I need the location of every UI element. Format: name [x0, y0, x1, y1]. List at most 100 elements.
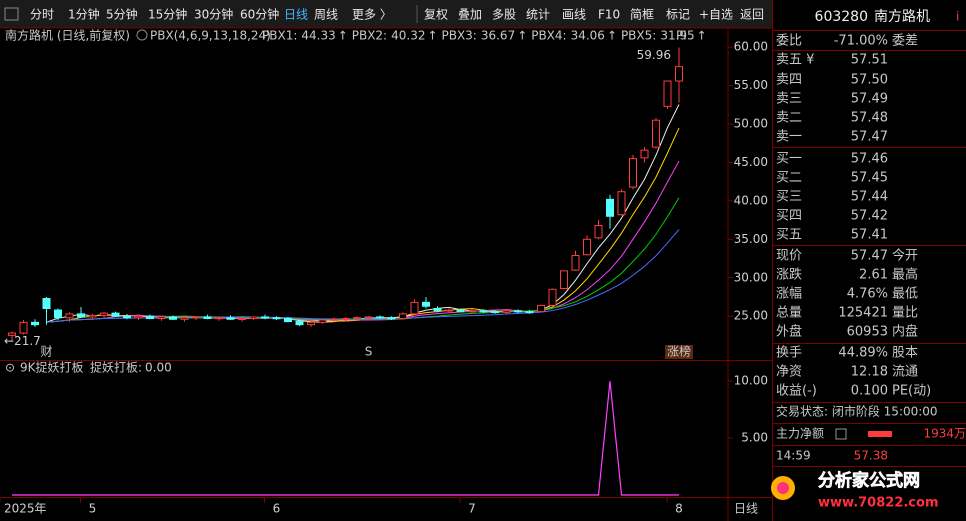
candle-body	[341, 318, 350, 320]
row-label-2: 最高	[892, 267, 918, 283]
toolbar-button[interactable]: 统计	[526, 8, 550, 22]
legend-arrow: ↑	[338, 29, 348, 43]
candle-body	[65, 313, 74, 319]
toolbar-button[interactable]: 返回	[740, 8, 764, 22]
candle-body	[249, 316, 258, 319]
row-label: 买二	[776, 171, 802, 186]
candle-body	[157, 316, 166, 319]
row-value: 57.48	[851, 111, 888, 126]
toolbar	[0, 0, 772, 28]
candle-body	[652, 119, 660, 148]
event-marker[interactable]: S	[365, 345, 373, 359]
candle-body	[445, 309, 453, 312]
toolbar-button[interactable]: 标记	[666, 8, 690, 22]
toolbar-button[interactable]: 60分钟	[240, 7, 279, 22]
row-label: 买三	[776, 190, 802, 205]
row-value: 125421	[838, 306, 888, 321]
row-value: 44.89%	[838, 346, 888, 361]
toolbar-button[interactable]: 5分钟	[106, 7, 138, 22]
toolbar-button[interactable]: F10	[598, 8, 620, 22]
net-bar	[868, 431, 892, 437]
candle-body	[433, 308, 442, 312]
row-label: 收益(-)	[776, 384, 817, 399]
legend-value: 44.33	[301, 29, 335, 43]
indicator-name: 捉妖打板:	[90, 360, 142, 375]
settings-icon[interactable]	[136, 29, 148, 41]
candle-body	[192, 316, 200, 319]
candle-body	[399, 313, 407, 319]
row-label: 涨幅	[776, 287, 802, 302]
menu-icon[interactable]	[4, 7, 19, 21]
candle-body	[617, 191, 626, 216]
watermark: 分析家公式网 www.70822.com	[771, 470, 939, 511]
toolbar-button[interactable]: 复权	[424, 8, 448, 22]
toolbar-button[interactable]: 1分钟	[68, 7, 100, 22]
indicator-line	[12, 380, 679, 496]
candle-body	[295, 321, 304, 326]
candle-body	[123, 315, 131, 319]
legend-value: 31.95	[660, 29, 694, 43]
candle-body	[502, 310, 511, 313]
indicator-arrow[interactable]: ⊙	[5, 361, 15, 375]
legend-more: PI	[676, 29, 687, 43]
y-tick-label: 40.00	[734, 193, 768, 207]
event-marker[interactable]: 涨榜	[667, 344, 691, 359]
legend-value: 36.67	[481, 29, 515, 43]
toolbar-button[interactable]: 叠加	[458, 8, 482, 22]
toolbar-button[interactable]: 简框	[630, 8, 654, 22]
y-tick-label: 55.00	[734, 78, 768, 92]
row-label: 买四	[776, 209, 802, 224]
candle-body	[100, 312, 108, 316]
toolbar-button[interactable]: 周线	[314, 8, 338, 22]
row-label-2: 今开	[892, 248, 918, 264]
y-tick-label: 10.00	[734, 374, 768, 388]
row-value: 57.46	[851, 152, 888, 167]
toolbar-button[interactable]: 更多 〉	[352, 8, 392, 22]
candle-body	[364, 316, 373, 319]
logo-center	[777, 482, 789, 494]
tick-price: 57.38	[854, 449, 888, 463]
candle-body	[583, 238, 591, 256]
high-label: 59.96	[637, 48, 671, 62]
indicator-value: 0.00	[145, 361, 172, 375]
legend-arrow: ↑	[427, 29, 437, 43]
candle-body	[215, 317, 223, 320]
toolbar-button[interactable]: 日线	[284, 8, 308, 22]
row-label: 外盘	[776, 324, 802, 340]
toolbar-button[interactable]: 30分钟	[194, 7, 233, 22]
candle-body	[169, 316, 177, 320]
row-label: 买一	[776, 152, 802, 167]
row-label: 卖五 ¥	[776, 53, 814, 68]
toolbar-button[interactable]: 画线	[562, 8, 586, 22]
row-label: 换手	[776, 346, 802, 361]
candle-body	[77, 313, 85, 318]
candle-body	[54, 309, 62, 319]
net-value: 1934万	[923, 427, 966, 441]
candle-body	[548, 288, 557, 306]
low-label: ←21.7	[4, 334, 41, 348]
toolbar-button[interactable]: 多股	[492, 8, 516, 22]
row-value: 57.50	[851, 73, 888, 88]
event-marker[interactable]: 财	[40, 345, 52, 359]
candle-body	[307, 321, 315, 326]
net-icon[interactable]	[835, 428, 847, 440]
toolbar-button[interactable]: +自选	[699, 8, 733, 22]
row-label-2: 内盘	[892, 324, 918, 340]
candle-body	[663, 80, 672, 107]
info-icon[interactable]: i	[956, 10, 959, 24]
toolbar-button[interactable]: 分时	[30, 8, 54, 22]
period-label: 日线	[734, 502, 758, 516]
y-tick-label: 50.00	[734, 117, 768, 131]
legend-value: 40.32	[391, 29, 425, 43]
indicator-title: 9K捉妖打板	[20, 360, 84, 375]
candle-body	[42, 298, 51, 310]
legend-arrow: ↑	[697, 29, 707, 43]
stock-code: 603280	[815, 9, 868, 25]
row-label: 卖二	[776, 111, 802, 126]
legend-value: 34.06	[571, 29, 605, 43]
toolbar-button[interactable]: 15分钟	[148, 7, 187, 22]
candle-body	[525, 311, 534, 314]
